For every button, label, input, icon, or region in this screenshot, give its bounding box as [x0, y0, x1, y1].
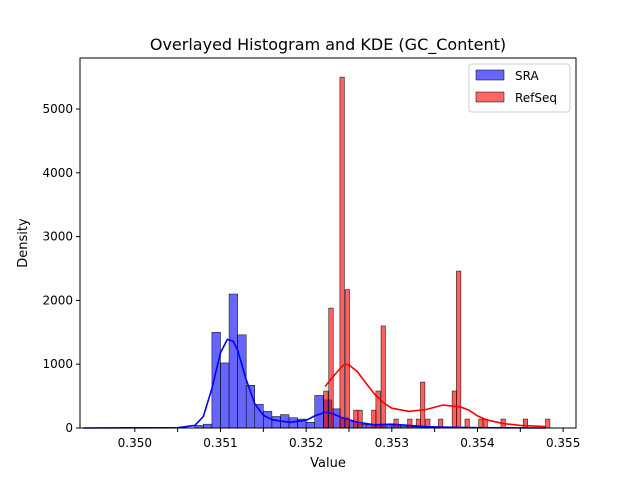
- refseq-bar-2: [339, 76, 345, 429]
- refseq-bar-17: [464, 418, 470, 429]
- sra-bar-1: [203, 423, 213, 429]
- refseq-bar-8: [380, 325, 386, 429]
- legend-label-refseq: RefSeq: [515, 91, 557, 105]
- refseq-bar-15: [451, 390, 457, 429]
- refseq-bar-4: [353, 409, 359, 429]
- refseq-bar-5: [357, 409, 363, 429]
- legend: SRA RefSeq: [468, 63, 571, 113]
- legend-label-sra: SRA: [515, 69, 539, 83]
- refseq-bar-18: [478, 418, 484, 429]
- chart-title: Overlayed Histogram and KDE (GC_Content): [150, 35, 506, 55]
- legend-swatch-refseq: [475, 91, 505, 103]
- y-tick-label-2: 2000: [42, 293, 73, 307]
- y-axis-label: Density: [16, 218, 31, 268]
- y-tick-label-5: 5000: [42, 102, 73, 116]
- sra-bar-4: [228, 293, 238, 429]
- refseq-bar-22: [545, 418, 551, 429]
- y-tick-label-0: 0: [65, 421, 73, 435]
- sra-bar-5: [237, 334, 247, 429]
- plot-frame: [79, 57, 577, 429]
- refseq-kde-line: [324, 363, 547, 428]
- refseq-bar-21: [522, 418, 528, 429]
- x-axis-ticks: 0.350 0.351 0.352 0.353 0.354 0.355: [118, 428, 580, 450]
- refseq-bar-10: [407, 418, 413, 429]
- sra-bar-3: [220, 362, 230, 429]
- x-tick-label-10: 0.355: [546, 436, 580, 450]
- x-tick-label-8: 0.354: [460, 436, 494, 450]
- x-tick-label-4: 0.352: [289, 436, 323, 450]
- sra-kde-line: [83, 338, 547, 429]
- x-axis-label: Value: [310, 456, 346, 471]
- x-tick-label-2: 0.351: [203, 436, 237, 450]
- x-tick-label-0: 0.350: [118, 436, 152, 450]
- refseq-bar-1: [328, 307, 334, 429]
- y-tick-label-4: 4000: [42, 166, 73, 180]
- refseq-bar-16: [456, 270, 462, 429]
- refseq-bar-9: [393, 418, 399, 429]
- refseq-bar-12: [420, 381, 426, 429]
- kde-group: [83, 338, 547, 429]
- refseq-bar-0: [323, 390, 329, 429]
- y-tick-label-1: 1000: [42, 357, 73, 371]
- legend-swatch-sra: [475, 69, 505, 81]
- sra-bar-9: [271, 416, 281, 429]
- y-axis-ticks: 0 1000 2000 3000 4000 5000: [42, 102, 80, 435]
- sra-bar-14: [314, 395, 324, 429]
- y-tick-label-3: 3000: [42, 230, 73, 244]
- refseq-bar-3: [344, 289, 350, 429]
- sra-bar-7: [254, 404, 264, 429]
- x-tick-label-6: 0.353: [375, 436, 409, 450]
- sra-bar-13: [305, 422, 315, 429]
